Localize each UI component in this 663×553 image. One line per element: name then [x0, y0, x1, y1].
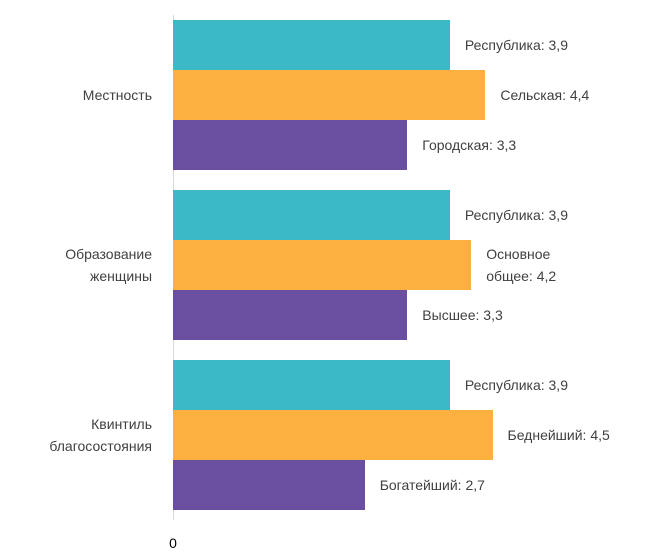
- category-label: Образование женщины: [65, 246, 152, 284]
- bar: [173, 20, 450, 70]
- bar: [173, 290, 408, 340]
- data-label: Сельская: 4,4: [500, 87, 590, 103]
- bar: [173, 240, 472, 290]
- bar: [173, 190, 450, 240]
- data-label: Городская: 3,3: [422, 137, 517, 153]
- data-label: Высшее: 3,3: [422, 307, 503, 323]
- bar: [173, 410, 493, 460]
- data-label: Основное общее: 4,2: [486, 246, 557, 284]
- x-tick-label: 0: [169, 535, 177, 551]
- data-label: Республика: 3,9: [464, 207, 568, 223]
- bar: [173, 70, 486, 120]
- data-label: Республика: 3,9: [464, 37, 568, 53]
- category-label: Квинтиль благосостояния: [49, 416, 152, 454]
- bar: [173, 120, 408, 170]
- category-label: Местность: [82, 87, 152, 103]
- bar: [173, 460, 365, 510]
- bar: [173, 360, 450, 410]
- data-label: Богатейший: 2,7: [379, 477, 485, 493]
- data-label: Беднейший: 4,5: [507, 427, 610, 443]
- data-label: Республика: 3,9: [464, 377, 568, 393]
